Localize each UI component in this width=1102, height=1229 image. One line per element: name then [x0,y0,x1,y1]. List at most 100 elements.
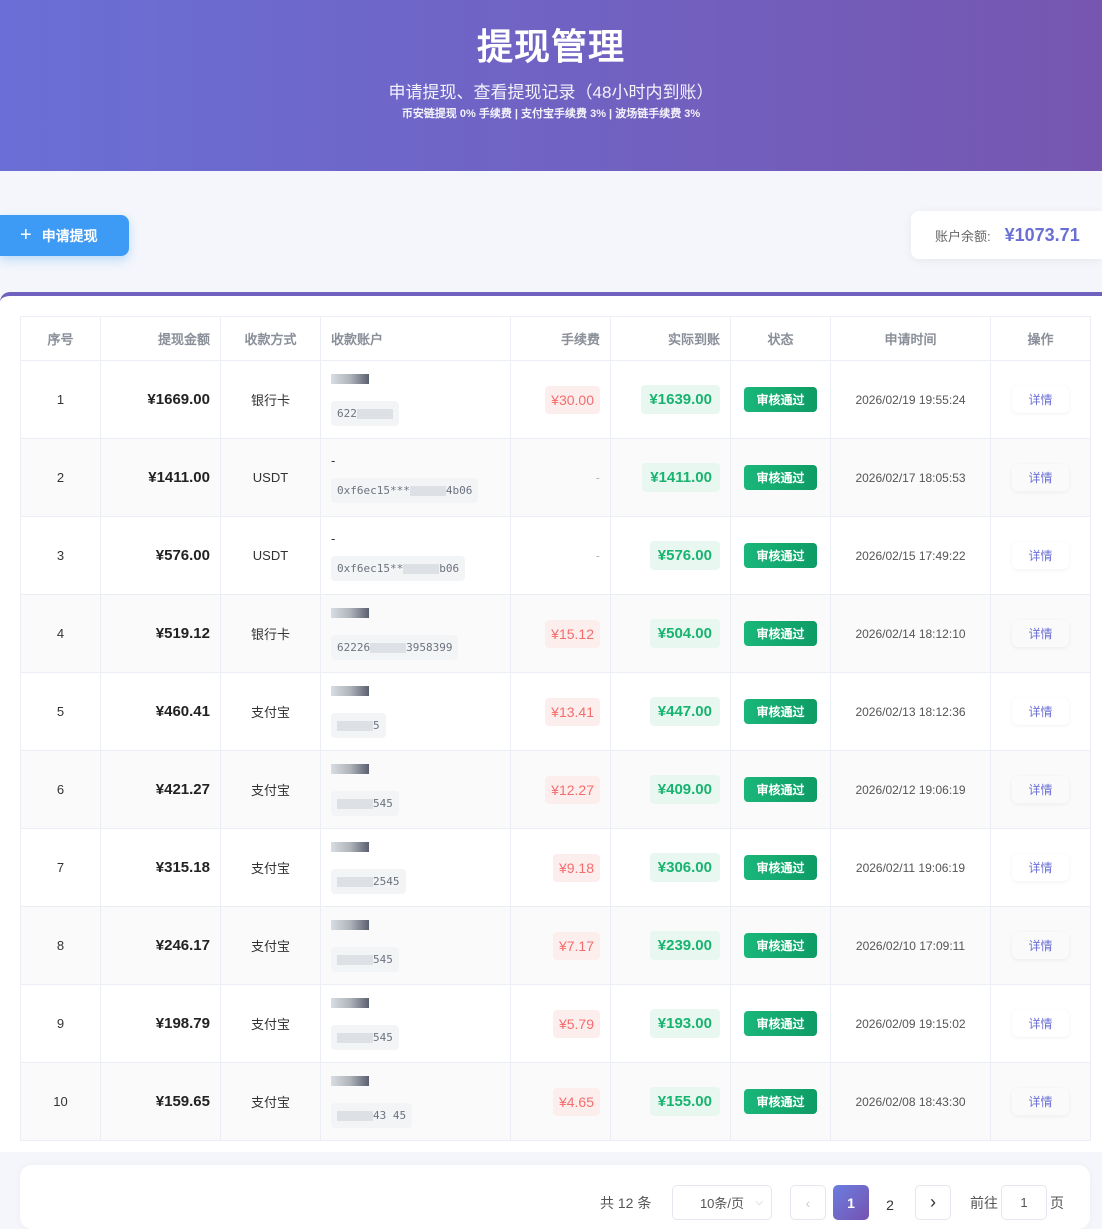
fee-value: ¥9.18 [552,853,600,882]
apply-time: 2026/02/15 17:49:22 [855,549,966,563]
page-2-button[interactable]: 2 [886,1196,894,1213]
detail-button[interactable]: 详情 [1012,464,1068,491]
account-suffix: 545 [373,952,393,966]
detail-button[interactable]: 详情 [1012,932,1068,959]
payment-method: 支付宝 [250,939,290,954]
status-badge: 审核通过 [744,777,817,802]
balance-value: ¥1073.71 [1004,224,1080,245]
apply-time: 2026/02/14 18:12:10 [855,627,966,641]
column-header: 实际到账 [610,316,731,361]
account-number: 43 45 [331,1102,413,1128]
table-row: 8 ¥246.17 支付宝 545 ¥7.17 ¥239.00 审核通过 202… [20,906,1091,985]
status-badge: 审核通过 [744,1011,817,1036]
apply-time: 2026/02/09 19:15:02 [855,1017,966,1031]
actual-amount: ¥409.00 [649,775,720,804]
status-badge: 审核通过 [744,465,817,490]
actual-amount: ¥193.00 [649,1009,720,1038]
prev-page-button[interactable]: ‹ [790,1185,826,1220]
row-number: 10 [53,1094,68,1109]
masked-segment [337,1032,373,1043]
masked-segment [337,798,373,809]
column-header: 提现金额 [100,316,221,361]
detail-button[interactable]: 详情 [1012,698,1068,725]
detail-button[interactable]: 详情 [1012,1088,1068,1115]
withdraw-amount: ¥1669.00 [147,391,210,408]
goto-suffix: 页 [1050,1194,1064,1211]
apply-time: 2026/02/12 19:06:19 [855,783,966,797]
payment-method: USDT [252,470,289,485]
payment-method: 支付宝 [250,1017,290,1032]
account-number: 545 [331,1024,399,1050]
account-name: - [331,452,336,468]
row-number: 9 [56,1016,65,1031]
withdraw-amount: ¥421.27 [155,781,210,798]
masked-segment [370,642,407,653]
status-badge: 审核通过 [744,543,817,568]
chevron-down-icon: ⌵ [755,1197,763,1208]
masked-segment [337,876,373,887]
page-1-button[interactable]: 1 [833,1185,869,1220]
column-header: 序号 [20,316,101,361]
account-suffix: b06 [439,561,460,575]
payment-method: 银行卡 [250,627,290,642]
masked-segment [356,408,393,419]
account-number: 5 [331,712,386,738]
account-name-masked [331,841,369,852]
masked-segment [409,485,446,496]
column-header: 状态 [730,316,831,361]
actual-amount: ¥1411.00 [642,463,720,492]
detail-button[interactable]: 详情 [1012,542,1068,569]
detail-button[interactable]: 详情 [1012,386,1068,413]
account-name-masked [331,607,369,618]
account-suffix: 43 45 [373,1108,407,1122]
account-suffix: 545 [373,1030,393,1044]
row-number: 4 [56,626,65,641]
page-size-value: 10条/页 [699,1196,745,1211]
account-suffix: 3958399 [406,640,453,654]
account-number: 62226 3958399 [331,634,459,660]
detail-button[interactable]: 详情 [1012,854,1068,881]
account-number: 0xf6ec15*** 4b06 [331,477,479,503]
status-badge: 审核通过 [744,933,817,958]
payment-method: 支付宝 [250,783,290,798]
account-suffix: 4b06 [445,483,473,497]
next-page-button[interactable]: › [915,1185,951,1220]
apply-time: 2026/02/08 18:43:30 [855,1095,966,1109]
fee-value: ¥30.00 [545,385,600,414]
masked-segment [337,720,373,731]
page-size-select[interactable]: 10条/页 ⌵ [672,1185,772,1220]
goto-page-input[interactable]: 1 [1001,1185,1047,1220]
withdraw-amount: ¥159.65 [155,1093,210,1110]
row-number: 1 [56,392,65,407]
column-header: 申请时间 [830,316,991,361]
account-suffix: 5 [373,718,380,732]
account-number: 545 [331,790,399,816]
withdraw-amount: ¥576.00 [155,547,210,564]
account-name-masked [331,997,369,1008]
status-badge: 审核通过 [744,699,817,724]
detail-button[interactable]: 详情 [1012,776,1068,803]
account-name-masked [331,763,369,774]
goto-label: 前往 [970,1194,998,1211]
status-badge: 审核通过 [744,1089,817,1114]
detail-button[interactable]: 详情 [1012,620,1068,647]
payment-method: 支付宝 [250,1095,290,1110]
apply-withdraw-label: 申请提现 [41,227,98,244]
withdraw-amount: ¥315.18 [155,859,210,876]
apply-time: 2026/02/17 18:05:53 [855,471,966,485]
apply-withdraw-button[interactable]: + 申请提现 [0,215,129,256]
withdraw-amount: ¥460.41 [155,703,210,720]
actual-amount: ¥155.00 [649,1087,720,1116]
column-header: 收款账户 [320,316,511,361]
row-number: 3 [56,548,65,563]
row-number: 7 [56,860,65,875]
page-subtitle: 申请提现、查看提现记录（48小时内到账） [388,83,714,102]
status-badge: 审核通过 [744,387,817,412]
account-name-masked [331,919,369,930]
actual-amount: ¥576.00 [649,541,720,570]
withdraw-table: 序号 提现金额 收款方式 收款账户 手续费 实际到账 状态 申请时间 操作 1 ¥1669.00… [20,316,1091,1141]
chevron-right-icon: › [930,1192,936,1212]
page-title: 提现管理 [476,26,625,67]
fee-value: ¥4.65 [552,1087,600,1116]
detail-button[interactable]: 详情 [1012,1010,1068,1037]
